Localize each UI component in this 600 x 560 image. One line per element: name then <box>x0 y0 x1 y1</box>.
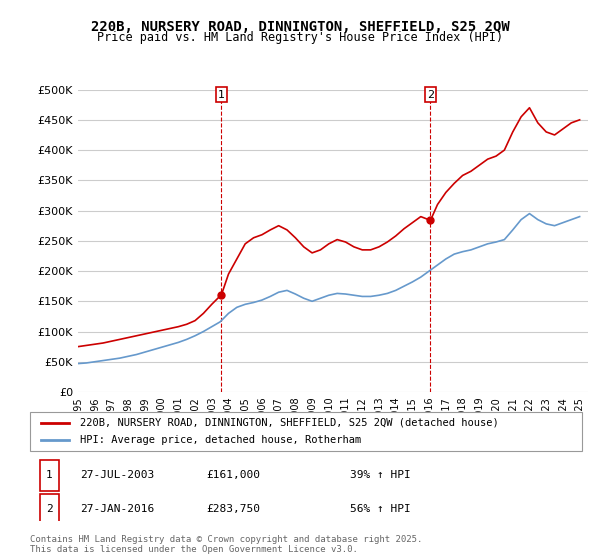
Text: 27-JUL-2003: 27-JUL-2003 <box>80 470 154 480</box>
Text: 56% ↑ HPI: 56% ↑ HPI <box>350 503 411 514</box>
FancyBboxPatch shape <box>40 494 59 524</box>
Text: Price paid vs. HM Land Registry's House Price Index (HPI): Price paid vs. HM Land Registry's House … <box>97 31 503 44</box>
Text: 27-JAN-2016: 27-JAN-2016 <box>80 503 154 514</box>
Text: 2: 2 <box>427 90 434 100</box>
Text: 1: 1 <box>46 470 53 480</box>
Text: 2: 2 <box>46 503 53 514</box>
Text: 220B, NURSERY ROAD, DINNINGTON, SHEFFIELD, S25 2QW (detached house): 220B, NURSERY ROAD, DINNINGTON, SHEFFIEL… <box>80 418 499 428</box>
FancyBboxPatch shape <box>40 460 59 491</box>
FancyBboxPatch shape <box>30 412 582 451</box>
Text: £283,750: £283,750 <box>206 503 260 514</box>
Text: 1: 1 <box>218 90 225 100</box>
Text: £161,000: £161,000 <box>206 470 260 480</box>
Text: HPI: Average price, detached house, Rotherham: HPI: Average price, detached house, Roth… <box>80 435 361 445</box>
Text: 220B, NURSERY ROAD, DINNINGTON, SHEFFIELD, S25 2QW: 220B, NURSERY ROAD, DINNINGTON, SHEFFIEL… <box>91 20 509 34</box>
Text: 39% ↑ HPI: 39% ↑ HPI <box>350 470 411 480</box>
Text: Contains HM Land Registry data © Crown copyright and database right 2025.
This d: Contains HM Land Registry data © Crown c… <box>30 535 422 554</box>
